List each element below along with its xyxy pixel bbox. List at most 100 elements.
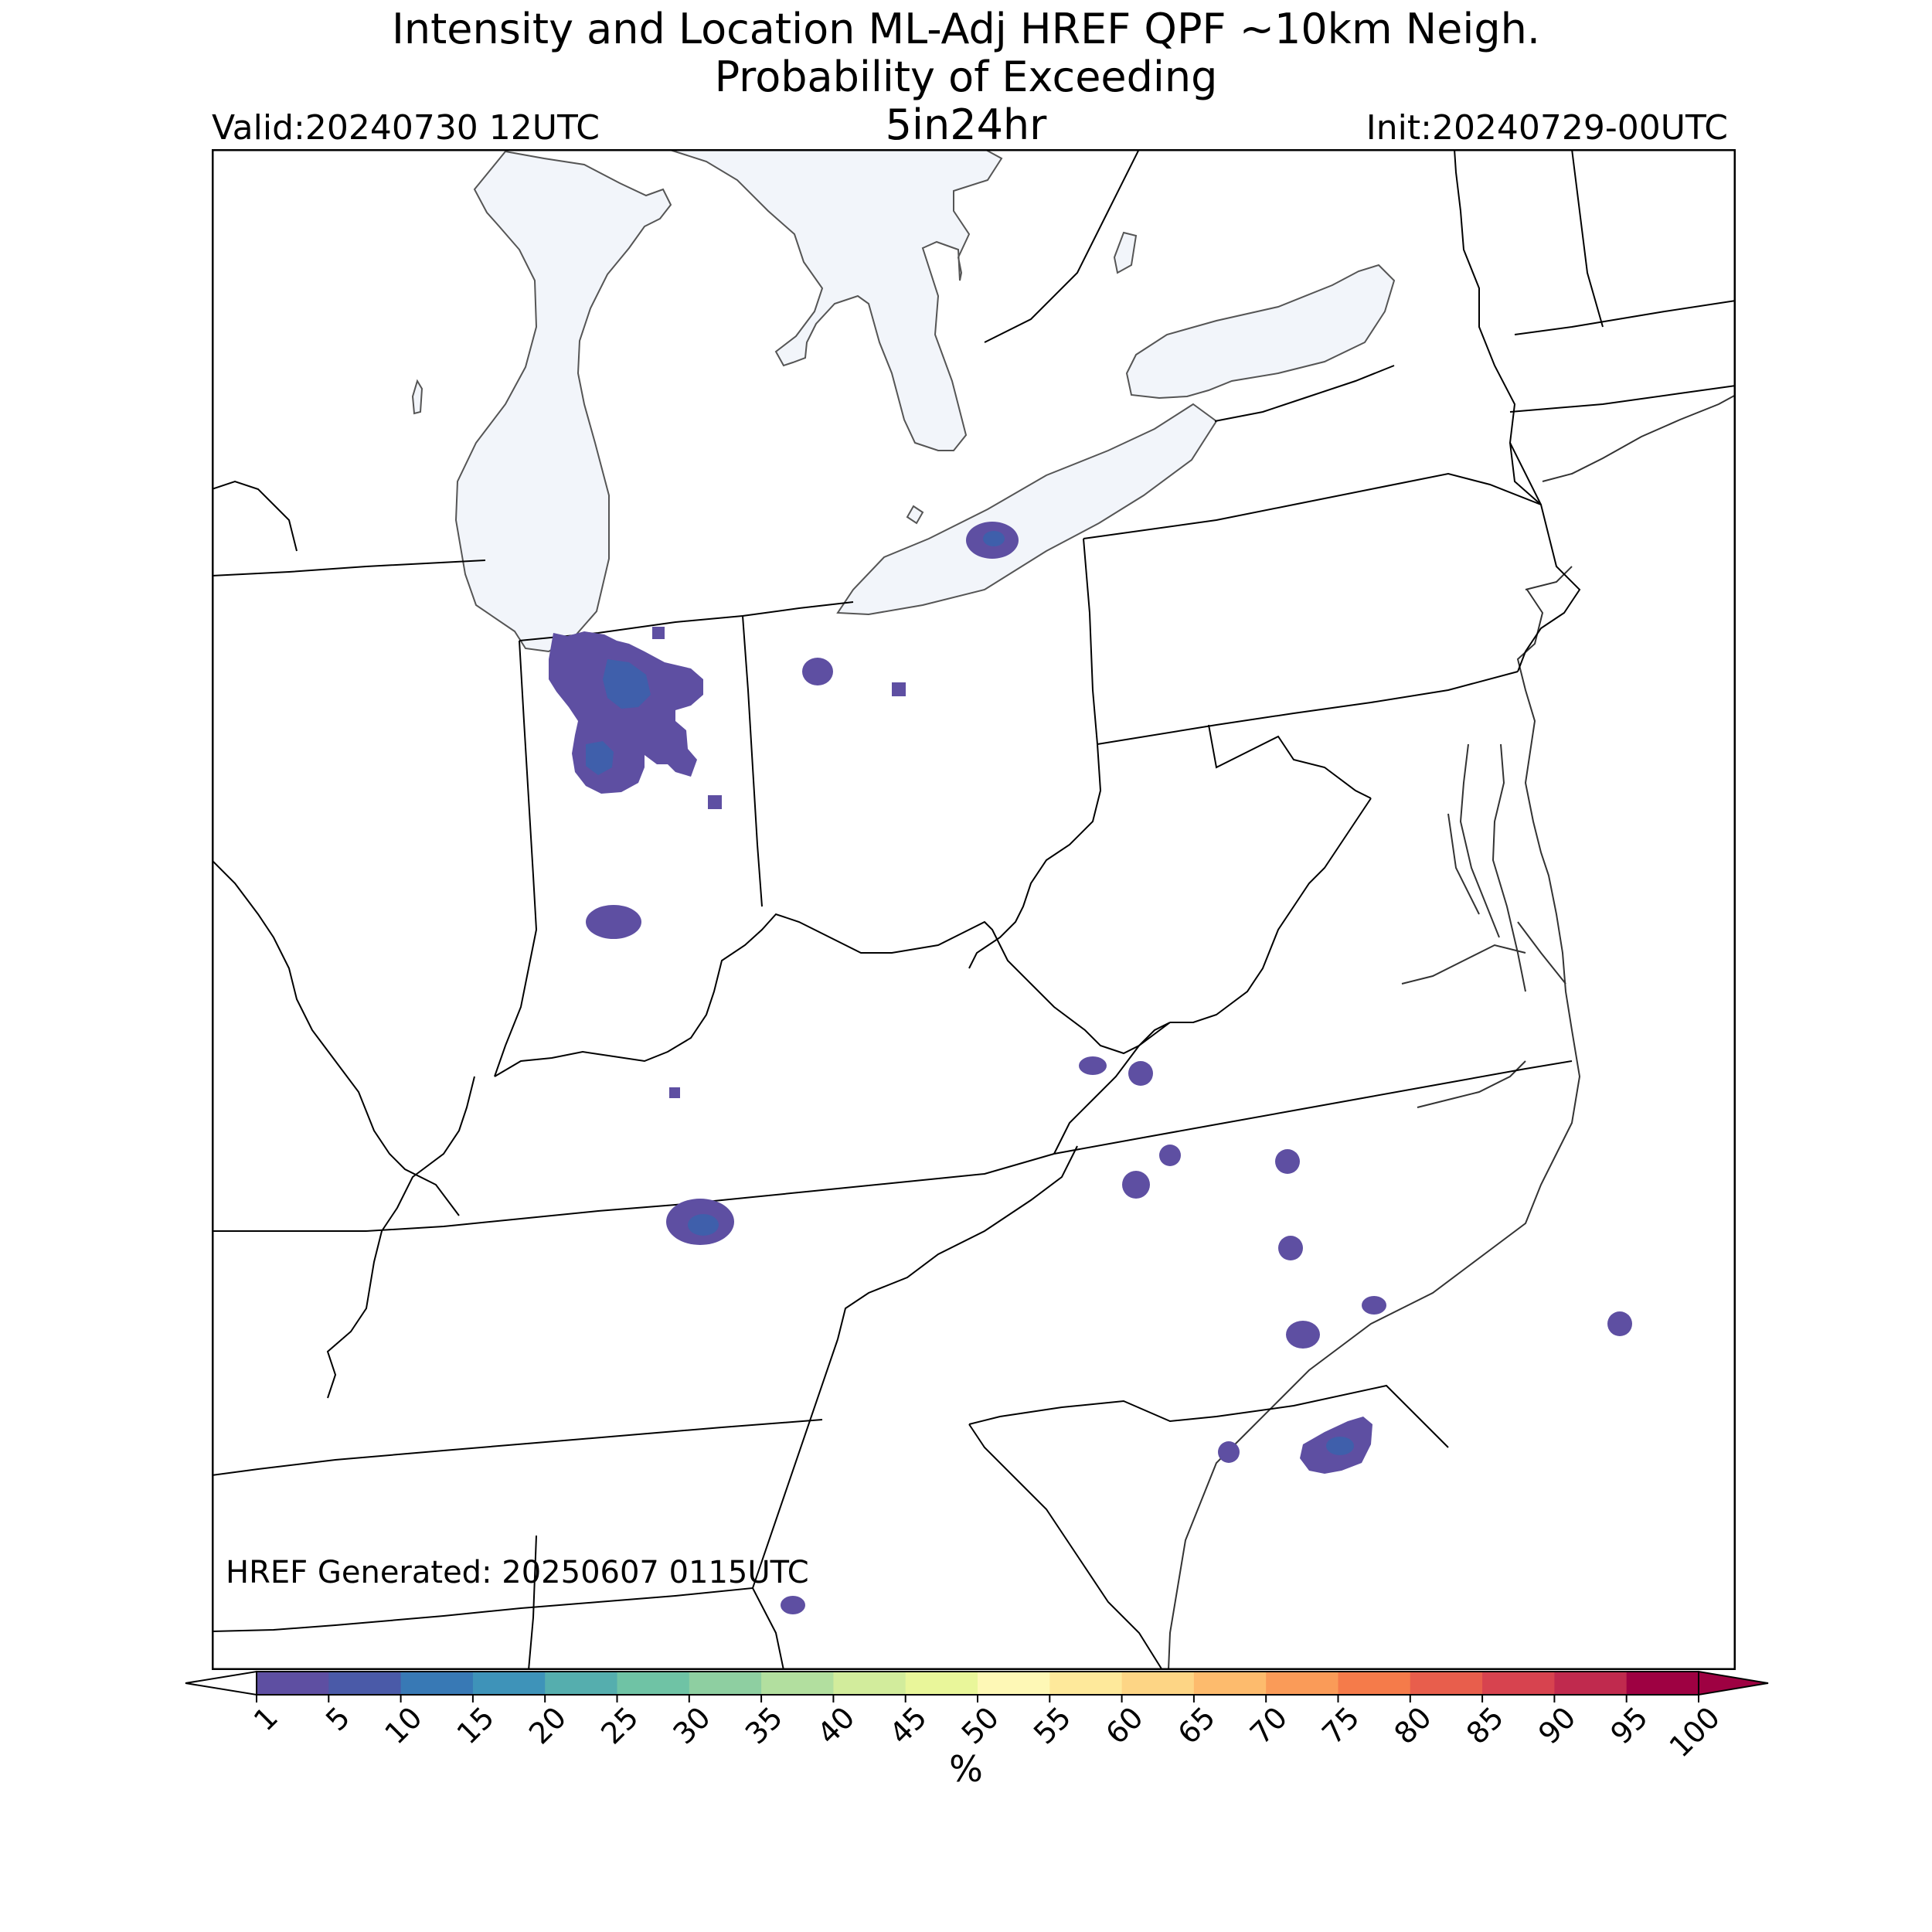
colorbar-swatch [1266, 1672, 1339, 1695]
colorbar-unit-label: % [949, 1748, 983, 1790]
colorbar-swatch [689, 1672, 762, 1695]
tn-south-border [212, 1338, 838, 1632]
map-panel [212, 149, 1736, 1670]
colorbar-frame [256, 1671, 1699, 1696]
mississippi-river [326, 1076, 475, 1399]
coastline [1168, 394, 1736, 1670]
colorbar-tick-label: 55 [1027, 1700, 1077, 1750]
colorbar-swatch [978, 1672, 1050, 1695]
title-line-3: 5in24hr [885, 100, 1047, 149]
prob-area-nw-ohio [802, 658, 833, 685]
colorbar-swatch [328, 1672, 402, 1695]
colorbar-swatch [400, 1672, 474, 1695]
colorbar-swatch [761, 1672, 834, 1695]
wv-oh-border [968, 743, 1102, 969]
colorbar-tick-label: 20 [522, 1700, 573, 1750]
title-line-2: Probability of Exceeding [714, 53, 1218, 101]
lake-huron [667, 149, 1003, 451]
pa-ny-border [1083, 472, 1549, 539]
colorbar-tick-label: 65 [1172, 1700, 1222, 1750]
prob-area-va-2 [1122, 1171, 1150, 1199]
tn-ga-border-horizontal [212, 1419, 823, 1476]
colorbar-swatch [472, 1672, 546, 1695]
colorbar-tick-label: 1 [247, 1700, 284, 1737]
title-line-1: Intensity and Location ML-Adj HREF QPF ~… [391, 5, 1541, 53]
colorbar-tick-label: 75 [1315, 1700, 1366, 1750]
prob-area-nw-indiana [652, 627, 665, 639]
prob-area-nc-3 [1286, 1321, 1320, 1349]
il-in-border [494, 640, 538, 1077]
wv-panhandle [1208, 724, 1372, 799]
colorbar-swatch [1193, 1672, 1267, 1695]
prob-area-va-3 [1275, 1149, 1300, 1174]
prob-area-nc-coast [1607, 1311, 1632, 1336]
prob-area-central-indiana [549, 631, 703, 794]
il-west-edge [212, 859, 460, 1216]
lake-michigan [454, 150, 672, 653]
colorbar-swatch [1482, 1672, 1555, 1695]
oh-pa-border [1083, 538, 1098, 745]
in-oh-border [742, 615, 763, 907]
pa-nj-border [1517, 535, 1581, 672]
colorbar-tick-label: 25 [594, 1700, 645, 1750]
colorbar-tick-label: 90 [1532, 1700, 1582, 1750]
canada-border [1214, 365, 1395, 422]
wv-va-border [1170, 798, 1372, 1023]
colorbar-swatch [905, 1672, 978, 1695]
colorbar-swatch [1554, 1672, 1628, 1695]
colorbar-tick-label: 10 [378, 1700, 428, 1750]
ne-states [1454, 149, 1542, 505]
colorbar-tick-label: 35 [739, 1700, 789, 1750]
colorbar-tick-label: 70 [1243, 1700, 1294, 1750]
colorbar-tick-label: 50 [955, 1700, 1005, 1750]
prob-area-nc-2 [1362, 1296, 1386, 1315]
va-nc-border [1053, 1060, 1573, 1155]
prob-area-lake-erie-core [983, 531, 1005, 546]
colorbar-extend-low [185, 1670, 257, 1696]
map-frame [212, 149, 1736, 1670]
lake-st-clair [906, 505, 924, 525]
probability-areas [549, 522, 1632, 1614]
ms-al-border [528, 1535, 537, 1670]
oh-mi-border [742, 601, 854, 617]
prob-area-wv-2 [1128, 1061, 1153, 1086]
prob-area-ohio-small [892, 682, 906, 696]
colorbar-swatches [185, 1670, 1769, 1696]
colorbar-extend-high [1698, 1670, 1769, 1696]
prob-area-indiana-core [603, 659, 651, 709]
generated-label: HREF Generated: 20250607 0115UTC [226, 1555, 809, 1590]
prob-area-indiana-small [708, 795, 722, 809]
colorbar-swatch [1410, 1672, 1483, 1695]
nc-sc-border [968, 1384, 1449, 1448]
colorbar-tick-label: 30 [667, 1700, 717, 1750]
valid-time-label: Valid:20240730 12UTC [212, 108, 600, 148]
prob-area-indiana-core2 [586, 741, 614, 775]
colorbar-swatch [1121, 1672, 1195, 1695]
great-lakes [411, 149, 1396, 653]
prob-area-sc-core [1326, 1437, 1354, 1455]
colorbar-tick-label: 5 [319, 1700, 356, 1737]
prob-area-tennessee-core [688, 1214, 719, 1236]
prob-area-wv-1 [1079, 1056, 1107, 1075]
prob-area-south-indiana [586, 905, 641, 939]
colorbar-swatch [1049, 1672, 1123, 1695]
colorbar-tick-label: 45 [883, 1700, 933, 1750]
colorbar-swatch [1338, 1672, 1411, 1695]
colorbar-tick-label: 85 [1460, 1700, 1510, 1750]
ohio-river [494, 913, 1171, 1077]
tn-nc-border [837, 1145, 1078, 1340]
al-ga-border [752, 1587, 784, 1670]
lake-winnebago [411, 379, 423, 415]
colorbar-swatch [545, 1672, 618, 1695]
colorbar-swatch [1626, 1672, 1699, 1695]
lake-erie [836, 403, 1218, 616]
init-time-label: Init:20240729-00UTC [1366, 108, 1728, 148]
prob-area-nc-1 [1278, 1236, 1303, 1260]
prob-area-kentucky-small [669, 1087, 680, 1098]
colorbar-swatch [257, 1672, 329, 1695]
pa-md-border [1097, 671, 1519, 745]
ky-va-border [1053, 1022, 1171, 1155]
colorbar-tick-label: 40 [811, 1700, 861, 1750]
colorbar-tick-label: 60 [1099, 1700, 1149, 1750]
colorbar-tick-label: 15 [451, 1700, 501, 1750]
